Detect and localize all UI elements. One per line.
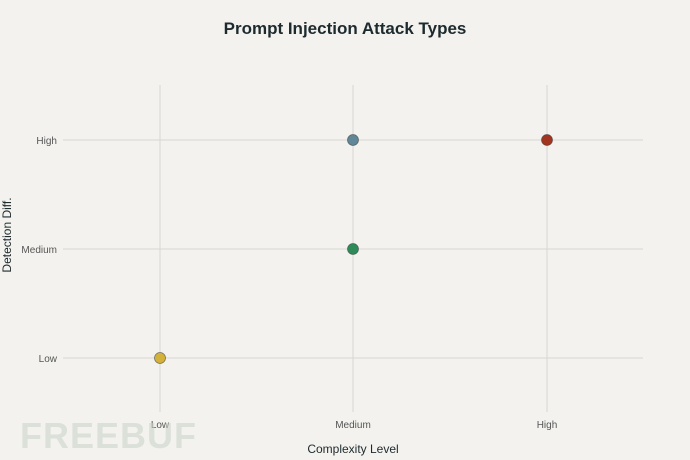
data-point [154,352,166,364]
freebuf-watermark: FREEBUF [20,415,197,456]
data-point [541,134,553,146]
x-tick-label: Low [151,420,170,431]
x-axis-ticks: Low Medium High [151,420,557,431]
chart-title: Prompt Injection Attack Types [224,19,467,38]
x-tick-label: High [537,420,558,431]
x-tick-label: Medium [335,420,371,431]
y-tick-label: High [36,136,57,147]
data-point [347,243,359,255]
y-tick-label: Low [39,354,58,365]
data-point [347,134,359,146]
x-axis-title: Complexity Level [307,442,398,456]
y-axis-ticks: Low Medium High [21,136,57,365]
y-axis-title: Detection Diff. [0,197,14,272]
data-points [154,134,553,364]
y-tick-label: Medium [21,245,57,256]
